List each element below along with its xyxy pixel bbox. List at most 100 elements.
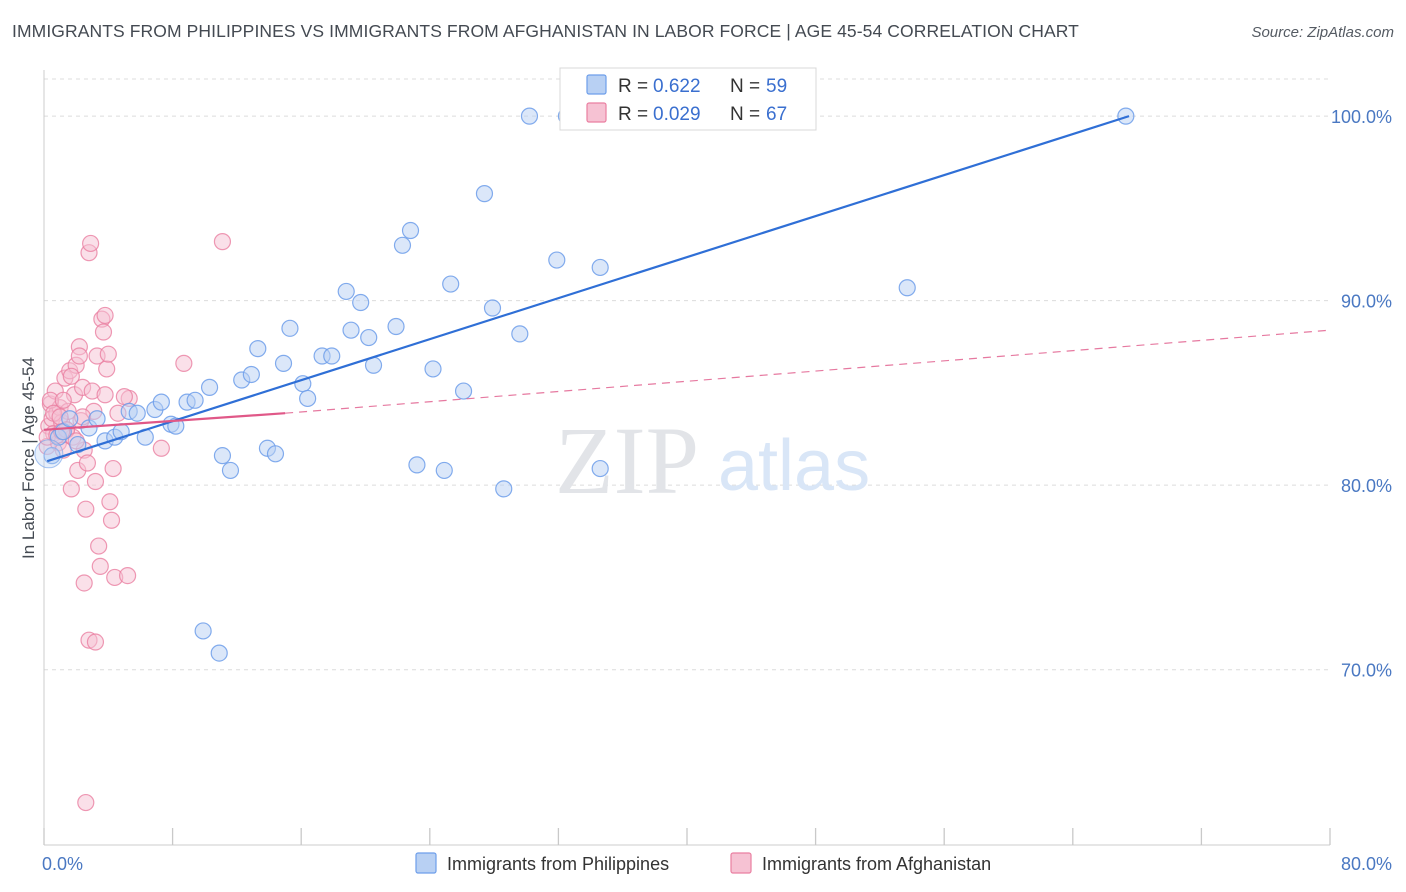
afghanistan-point	[102, 511, 121, 529]
philippines-point	[454, 382, 473, 400]
series-legend-swatch-afghanistan	[730, 852, 752, 874]
afghanistan-point	[62, 480, 80, 498]
legend-swatch-afghanistan	[586, 102, 607, 123]
afghanistan-points	[38, 233, 232, 812]
afghanistan-point	[77, 500, 95, 518]
watermark: ZIP atlas	[555, 407, 870, 514]
philippines-point	[128, 404, 146, 422]
philippines-point	[34, 439, 64, 469]
philippines-point	[591, 258, 609, 277]
philippines-point	[387, 317, 405, 336]
philippines-point	[43, 447, 61, 465]
philippines-point	[401, 221, 420, 240]
philippines-point	[210, 644, 228, 662]
x-tick-label: 80.0%	[1341, 854, 1392, 874]
afghanistan-point	[115, 388, 133, 406]
philippines-point	[408, 456, 426, 474]
philippines-point	[360, 328, 378, 347]
philippines-point	[548, 251, 566, 269]
y-tick-label: 100.0%	[1331, 107, 1392, 127]
y-tick-label: 90.0%	[1341, 292, 1392, 312]
philippines-point	[511, 325, 529, 343]
trend-lines	[43, 115, 1331, 463]
series-legend: Immigrants from Philippines Immigrants f…	[415, 852, 991, 874]
philippines-point	[483, 299, 502, 317]
x-tick-label: 0.0%	[42, 854, 83, 874]
philippines-point	[475, 185, 494, 203]
series-legend-label-afghanistan: Immigrants from Afghanistan	[762, 854, 991, 874]
afghanistan-point	[78, 454, 97, 472]
philippines-point	[337, 282, 355, 301]
legend-r-value-philippines: 0.622	[653, 76, 701, 97]
philippines-point	[520, 107, 539, 125]
philippines-points	[34, 107, 1135, 662]
y-tick-label: 80.0%	[1341, 476, 1392, 496]
watermark-zip: ZIP	[555, 407, 699, 514]
y-axis-label: In Labor Force | Age 45-54	[19, 357, 38, 559]
legend-n-label: N =	[730, 76, 760, 97]
afghanistan-point	[96, 306, 114, 325]
philippines-point	[342, 321, 360, 339]
afghanistan-trend-line	[43, 412, 286, 431]
y-tick-label: 70.0%	[1341, 661, 1392, 681]
philippines-point	[424, 360, 442, 378]
legend-n-label: N =	[730, 104, 760, 125]
legend-swatch-philippines	[586, 74, 607, 95]
afghanistan-point	[96, 386, 114, 404]
afghanistan-point	[90, 537, 108, 555]
philippines-point	[299, 389, 317, 408]
series-legend-label-philippines: Immigrants from Philippines	[447, 854, 669, 874]
afghanistan-point	[70, 347, 88, 365]
philippines-point	[249, 340, 267, 358]
afghanistan-trend-line-dashed	[285, 329, 1331, 414]
legend-r-label: R =	[618, 76, 648, 97]
source-label: Source: ZipAtlas.com	[1251, 24, 1394, 41]
legend-n-value-philippines: 59	[766, 76, 787, 97]
philippines-point	[898, 279, 916, 297]
chart-title: IMMIGRANTS FROM PHILIPPINES VS IMMIGRANT…	[12, 21, 1079, 41]
afghanistan-point	[104, 459, 122, 478]
legend-r-label: R =	[618, 104, 648, 125]
legend-n-value-afghanistan: 67	[766, 104, 787, 125]
legend-r-value-afghanistan: 0.029	[653, 104, 701, 125]
philippines-point	[61, 410, 79, 428]
afghanistan-point	[94, 323, 113, 341]
philippines-point	[323, 347, 341, 365]
afghanistan-point	[101, 493, 119, 511]
afghanistan-point	[118, 566, 137, 585]
series-legend-swatch-philippines	[415, 852, 437, 874]
philippines-point	[213, 447, 232, 465]
afghanistan-point	[82, 234, 100, 253]
afghanistan-point	[86, 633, 105, 651]
philippines-point	[200, 378, 219, 396]
philippines-point	[221, 461, 240, 480]
afghanistan-point	[175, 354, 193, 372]
philippines-point	[274, 354, 293, 372]
philippines-point	[591, 459, 609, 478]
tick-labels: 70.0% 80.0% 90.0% 100.0% 0.0% 80.0%	[42, 107, 1392, 874]
philippines-point	[435, 461, 453, 480]
afghanistan-point	[75, 574, 93, 592]
afghanistan-point	[98, 360, 116, 378]
afghanistan-point	[86, 472, 105, 491]
afghanistan-point	[213, 233, 232, 251]
philippines-point	[495, 480, 513, 498]
philippines-point	[186, 391, 204, 409]
philippines-point	[194, 622, 212, 640]
philippines-point	[152, 393, 170, 411]
afghanistan-point	[54, 391, 72, 409]
philippines-point	[242, 365, 260, 384]
afghanistan-point	[99, 345, 117, 363]
philippines-point	[352, 293, 370, 312]
watermark-atlas: atlas	[718, 426, 870, 506]
philippines-point	[393, 236, 412, 254]
philippines-point	[88, 410, 106, 428]
legend: R = 0.622 N = 59 R = 0.029 N = 67	[559, 67, 817, 131]
afghanistan-point	[91, 557, 109, 575]
philippines-trend-line	[46, 115, 1130, 463]
afghanistan-point	[62, 367, 80, 385]
philippines-point	[442, 275, 460, 293]
philippines-point	[266, 445, 285, 463]
afghanistan-point	[152, 439, 170, 457]
